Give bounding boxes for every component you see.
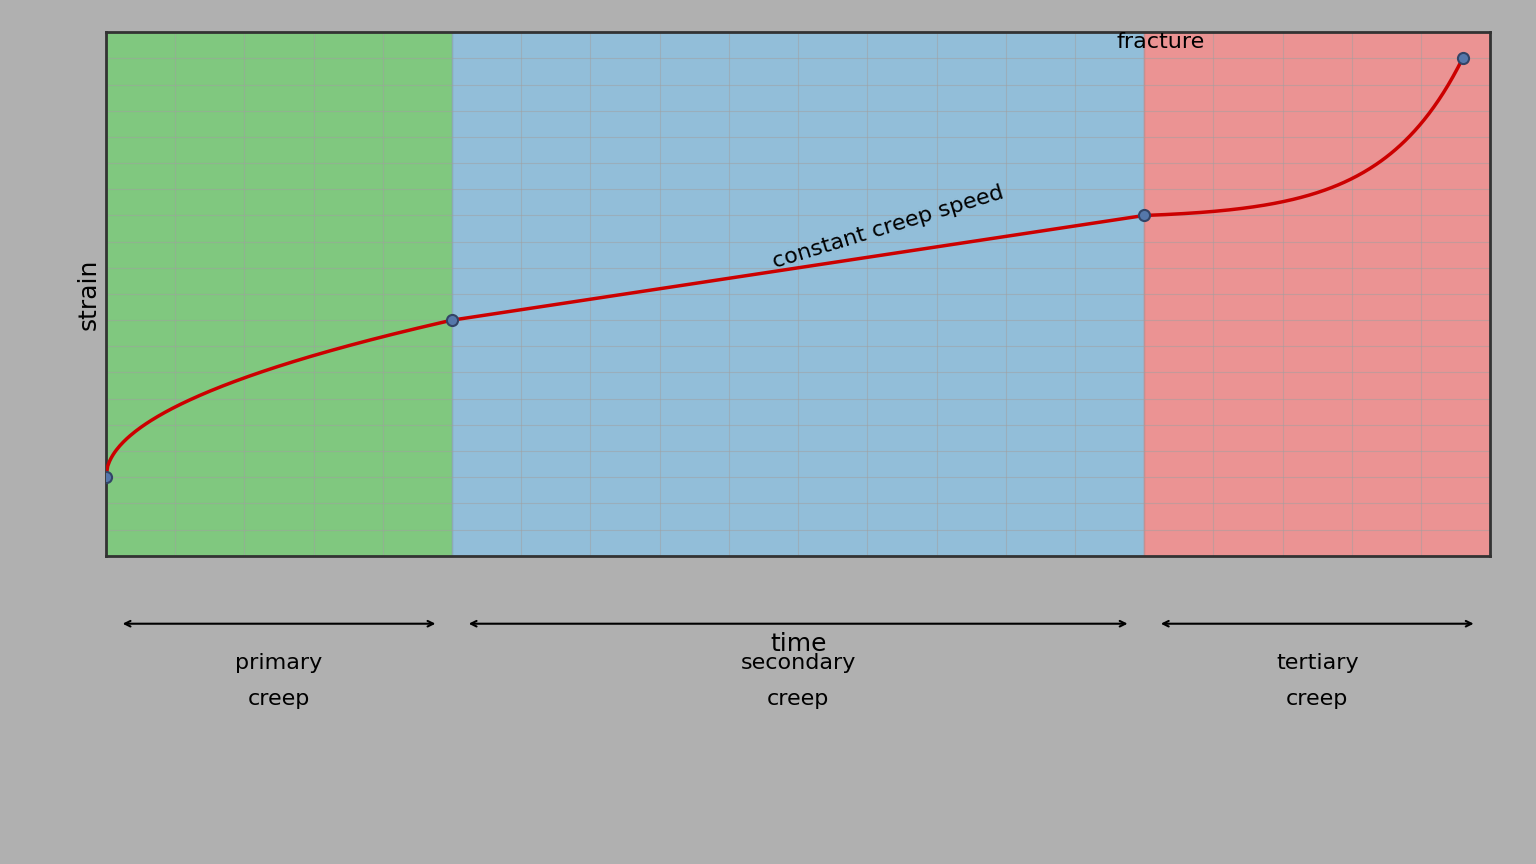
Text: primary: primary — [235, 652, 323, 672]
Text: secondary: secondary — [740, 652, 856, 672]
Text: creep: creep — [766, 689, 829, 709]
Text: creep: creep — [247, 689, 310, 709]
X-axis label: time: time — [770, 632, 826, 656]
Y-axis label: strain: strain — [77, 258, 100, 330]
Bar — [1144, 32, 1490, 556]
Text: creep: creep — [1286, 689, 1349, 709]
Text: tertiary: tertiary — [1276, 652, 1358, 672]
Text: fracture: fracture — [1117, 32, 1204, 52]
Text: constant creep speed: constant creep speed — [771, 182, 1006, 272]
Bar — [452, 32, 1144, 556]
Bar — [106, 32, 452, 556]
